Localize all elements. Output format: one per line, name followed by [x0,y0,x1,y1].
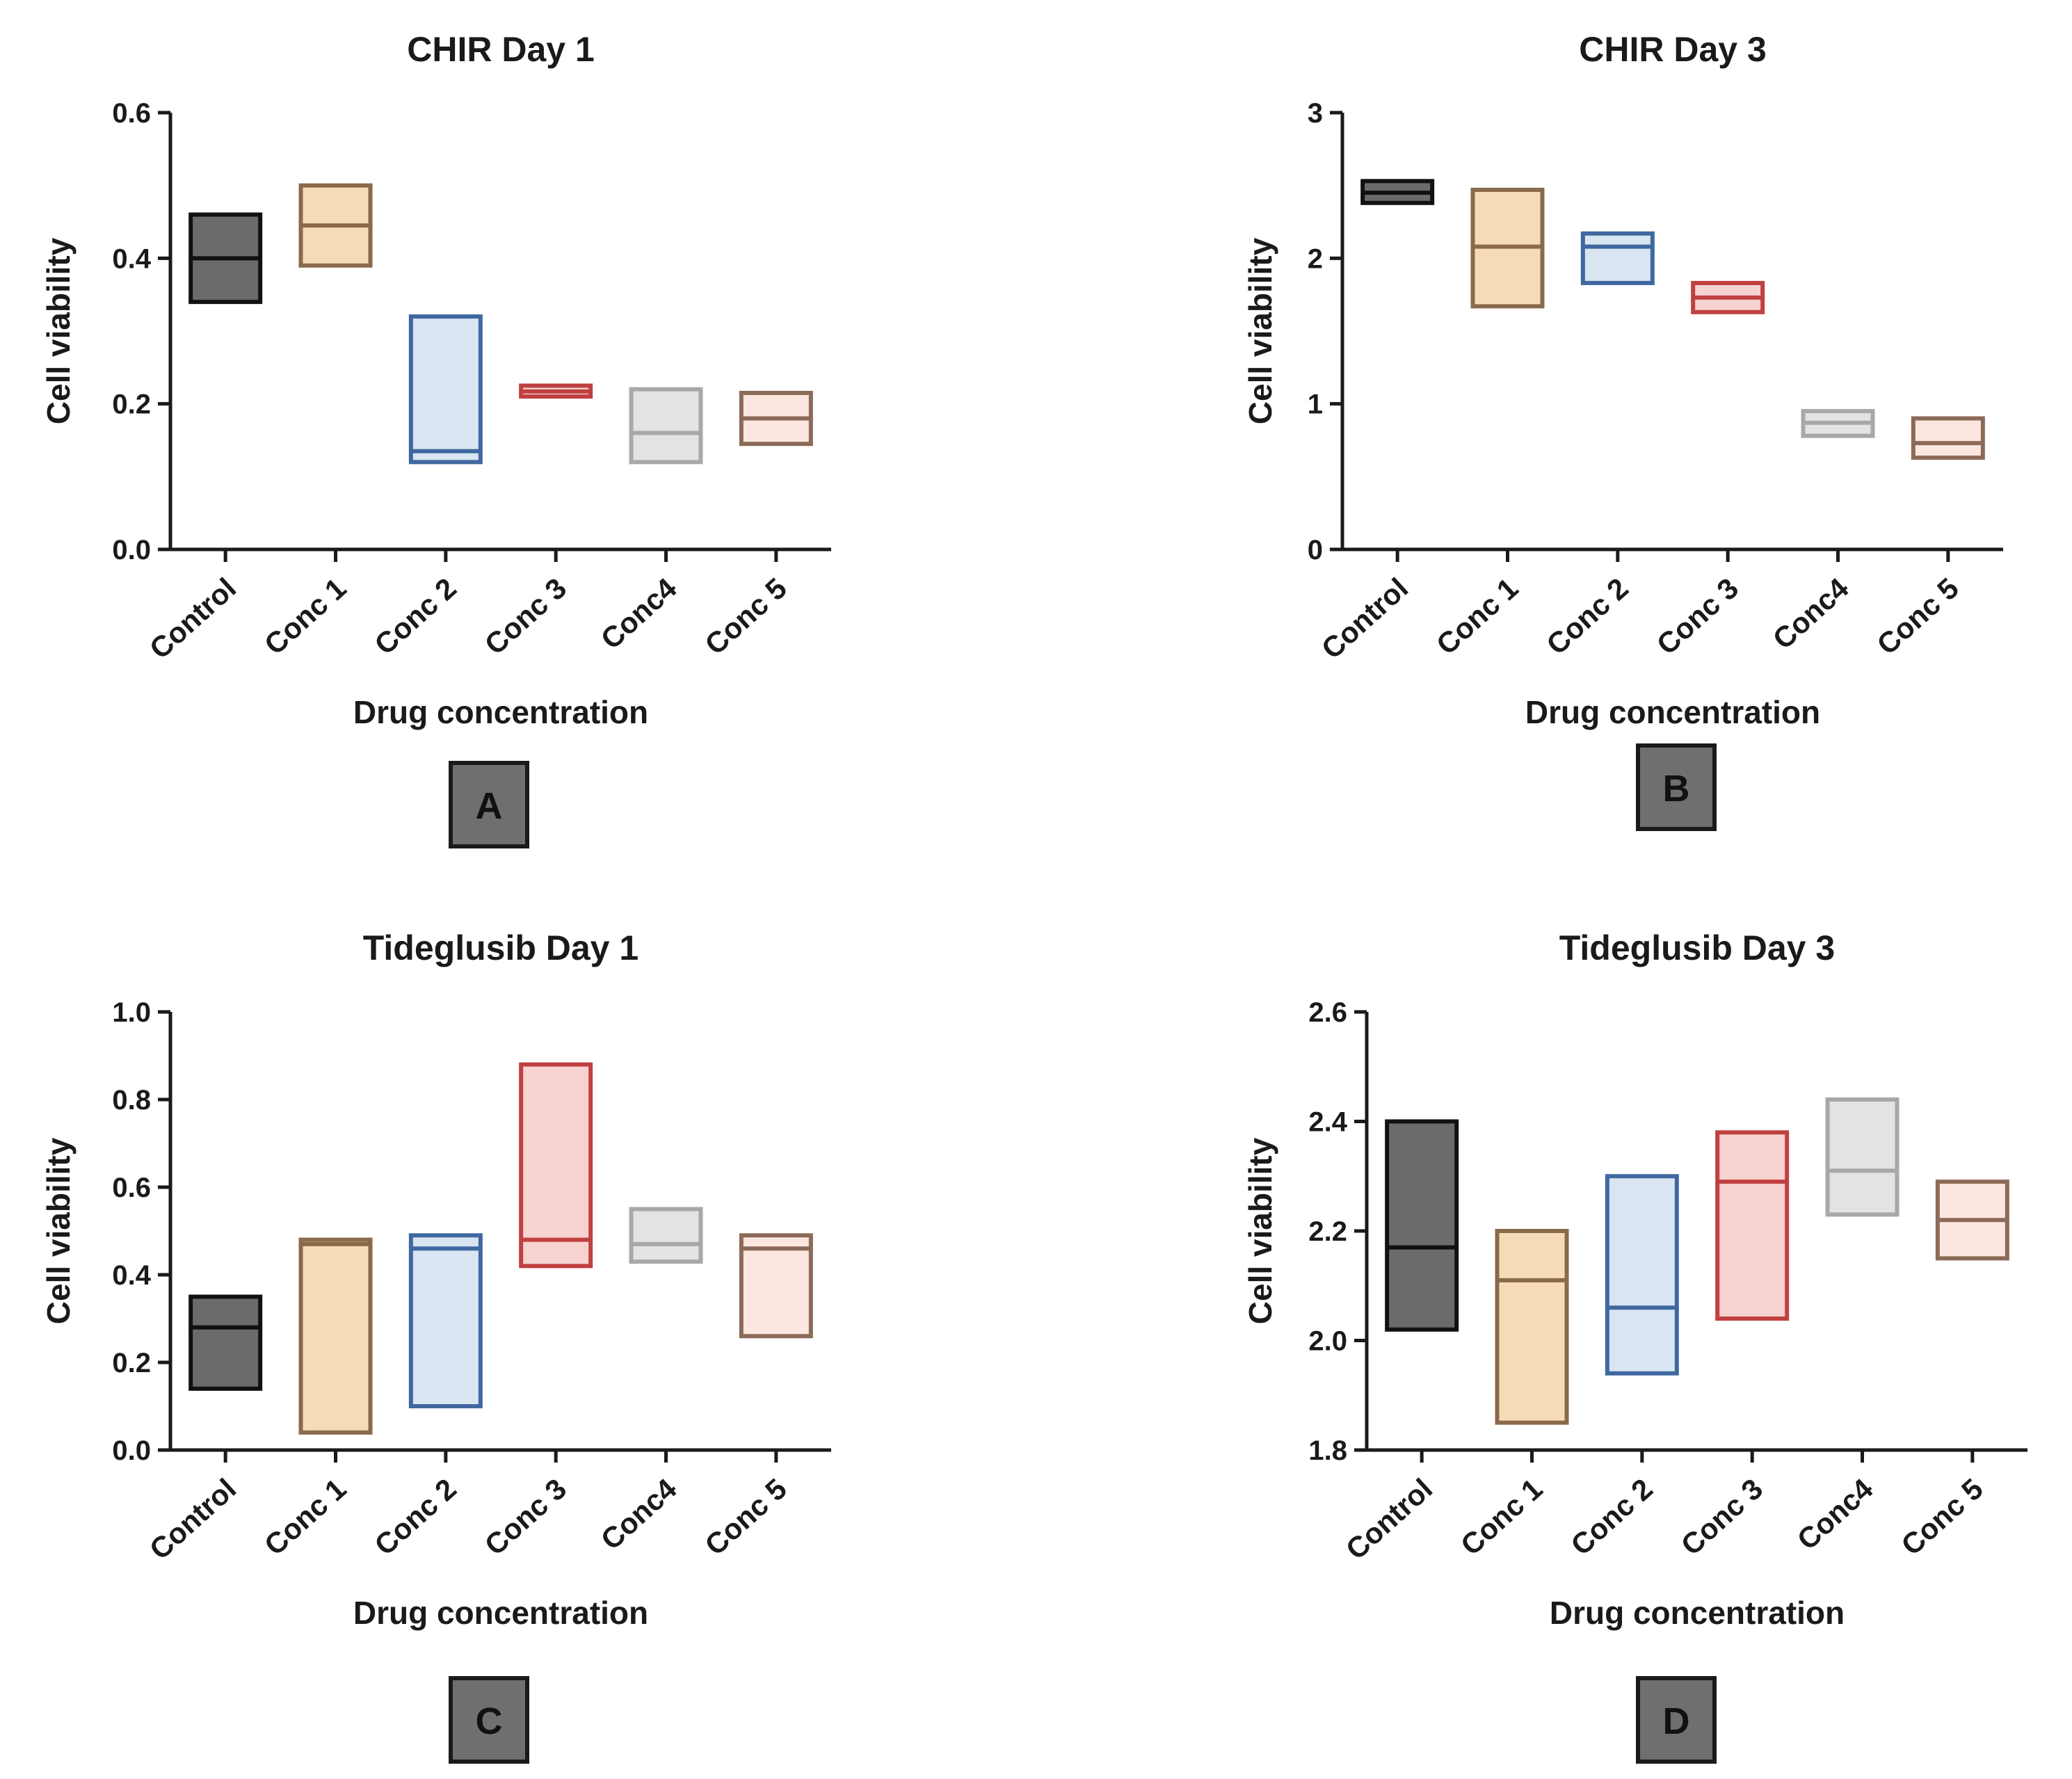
floating-bar-control [1385,1119,1459,1332]
y-axis-label: Cell viability [40,237,77,424]
chart-panel-c: Tideglusib Day 1 Cell viability Drug conce… [40,928,831,1764]
y-tick-label: 1.0 [112,997,151,1028]
floating-bar-control [188,1294,263,1391]
floating-bar-conc-3 [519,1062,593,1269]
floating-bar-conc4 [629,387,703,465]
chart-title: Tideglusib Day 3 [1559,928,1835,967]
y-tick-label: 1 [1308,389,1323,420]
x-axis-label: Drug concentration [353,1595,648,1631]
y-tick-label: 2 [1308,243,1323,274]
x-tick-label: Conc 1 [258,572,353,661]
y-tick-label: 3 [1308,98,1323,129]
panel-badge-label: A [476,785,503,827]
chart-title: Tideglusib Day 1 [363,928,639,967]
floating-bar-conc4 [629,1207,703,1264]
y-axis-label: Cell viability [40,1137,77,1324]
panel-badge-label: C [476,1700,503,1742]
x-tick-label: Conc 1 [1430,572,1525,661]
floating-bar-conc4 [1825,1097,1900,1217]
chart-title: CHIR Day 3 [1579,30,1767,69]
floating-bar-conc-2 [408,314,483,465]
y-axis-label: Cell viability [1242,237,1278,424]
y-tick-label: 0.8 [112,1085,151,1116]
x-tick-label: Conc 5 [698,1472,793,1562]
floating-bar-conc-5 [739,1233,813,1339]
panel-badge [449,761,529,848]
x-tick-label: Conc4 [595,571,683,655]
y-tick-label: 0.4 [112,243,151,274]
floating-bar-conc-3 [1715,1130,1790,1321]
panel-badge-label: D [1663,1700,1690,1742]
panel-badge [1636,743,1717,831]
x-tick-label: Control [143,572,242,666]
y-tick-label: 1.8 [1308,1435,1347,1466]
y-tick-label: 2.2 [1308,1216,1347,1247]
x-tick-label: Conc 3 [479,1472,573,1562]
panel-badge-label: B [1663,768,1690,810]
y-tick-label: 2.4 [1308,1107,1347,1138]
x-tick-label: Conc 2 [368,572,463,661]
x-axis-label: Drug concentration [1525,694,1820,730]
x-tick-label: Control [1340,1472,1438,1566]
y-axis-label: Cell viability [1242,1137,1278,1324]
y-tick-label: 0.4 [112,1260,151,1291]
y-tick-label: 0.0 [112,535,151,565]
x-tick-label: Conc 1 [258,1472,353,1562]
y-tick-label: 2.0 [1308,1326,1347,1357]
x-tick-label: Conc 2 [1564,1472,1659,1562]
x-axis-label: Drug concentration [1550,1595,1845,1631]
y-tick-label: 0.6 [112,98,151,129]
x-tick-label: Conc4 [1767,571,1855,655]
x-tick-label: Conc 5 [698,572,793,661]
x-tick-label: Conc4 [595,1472,683,1556]
x-tick-label: Conc 3 [1675,1472,1769,1562]
y-tick-label: 0 [1308,535,1323,565]
chart-panel-d: Tideglusib Day 3 Cell viability Drug conce… [1242,928,2027,1764]
panel-badge [1636,1676,1717,1764]
panel-badge [449,1676,529,1764]
y-tick-label: 0.2 [112,389,151,420]
x-tick-label: Conc 1 [1454,1472,1549,1562]
floating-bar-conc-2 [1605,1174,1679,1376]
y-tick-label: 0.2 [112,1348,151,1378]
x-tick-label: Conc 2 [1540,572,1635,661]
floating-bar-conc-5 [1911,416,1985,460]
floating-bar-conc-1 [1495,1229,1569,1425]
x-tick-label: Conc4 [1791,1472,1879,1556]
x-axis-label: Drug concentration [353,694,648,730]
floating-bar-conc-2 [1580,231,1655,285]
x-tick-label: Conc 3 [1651,572,1745,661]
y-tick-label: 0.0 [112,1435,151,1466]
x-tick-label: Conc 5 [1870,572,1965,661]
chart-title: CHIR Day 1 [407,30,595,69]
chart-panel-a: CHIR Day 1 Cell viability Drug concentrati… [40,30,831,848]
x-tick-label: Conc 3 [479,572,573,661]
y-tick-label: 0.6 [112,1173,151,1203]
x-tick-label: Control [1315,572,1414,666]
x-tick-label: Conc 2 [368,1472,463,1562]
floating-bar-conc-2 [408,1233,483,1409]
floating-bar-conc-1 [298,1237,373,1435]
x-tick-label: Conc 5 [1895,1472,1989,1562]
x-tick-label: Control [143,1472,242,1566]
chart-panel-b: CHIR Day 3 Cell viability Drug concentrati… [1242,30,2003,831]
y-tick-label: 2.6 [1308,997,1347,1028]
